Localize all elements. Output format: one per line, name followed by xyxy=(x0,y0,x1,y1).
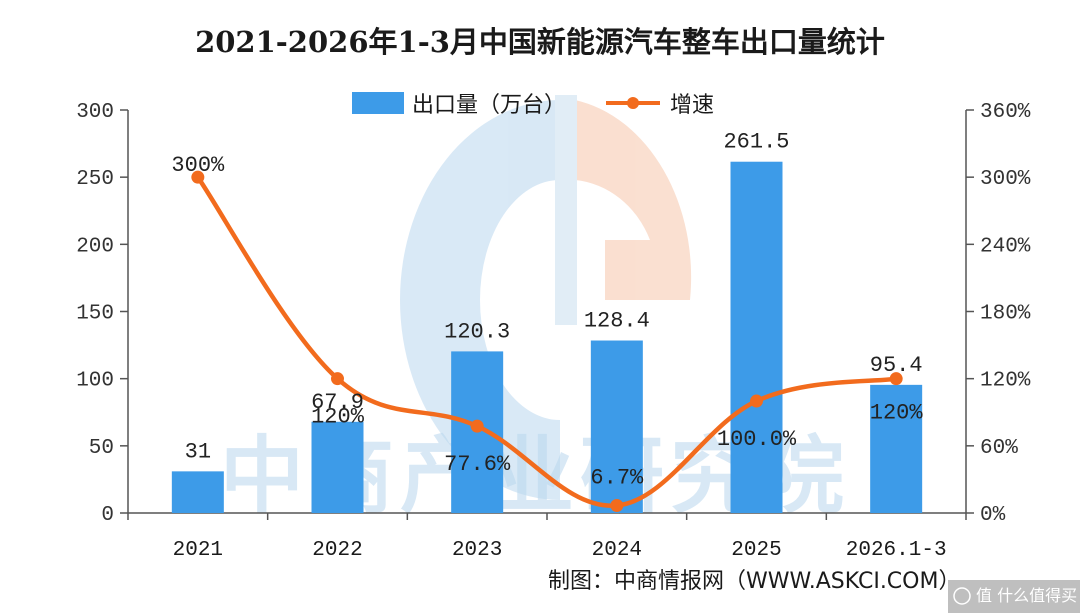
right-tick-label: 240% xyxy=(980,235,1031,258)
chart-title: 2021-2026年1-3月中国新能源汽车整车出口量统计 xyxy=(195,25,885,59)
legend-bar-swatch xyxy=(352,92,404,114)
bar xyxy=(311,421,364,513)
line-point xyxy=(750,394,763,408)
left-axis-ticks: 0 50 100 150 200 250 300 xyxy=(76,101,128,527)
line-data-labels: 300% 120% 77.6% 6.7% 100.0% 120% xyxy=(171,153,923,490)
left-tick-label: 300 xyxy=(76,101,114,124)
line-point xyxy=(889,372,903,386)
right-tick-label: 120% xyxy=(980,370,1031,393)
bar-data-labels: 31 67.9 120.3 128.4 261.5 95.4 xyxy=(185,130,923,465)
watermark-logo-right xyxy=(575,100,692,300)
line-value-label: 300% xyxy=(171,153,225,178)
source-text: 制图：中商情报网（WWW.ASKCI.COM） xyxy=(548,569,960,594)
left-tick-label: 250 xyxy=(76,168,114,191)
watermark-logo xyxy=(400,95,692,500)
line-value-label: 120% xyxy=(870,401,924,426)
left-tick-label: 100 xyxy=(76,370,114,393)
bar-value-label: 120.3 xyxy=(444,319,510,344)
right-tick-label: 300% xyxy=(980,168,1031,191)
right-tick-label: 180% xyxy=(980,303,1031,326)
line-value-label: 77.6% xyxy=(444,452,511,477)
x-tick-label: 2026.1-3 xyxy=(846,539,947,562)
x-axis-ticks: 2021 2022 2023 2024 2025 2026.1-3 xyxy=(127,513,967,562)
right-tick-label: 0% xyxy=(980,504,1006,527)
watermark-logo-left xyxy=(400,100,560,500)
x-tick-label: 2021 xyxy=(173,539,223,562)
x-tick-label: 2024 xyxy=(592,539,642,562)
line-series xyxy=(191,170,903,512)
bar-value-label: 31 xyxy=(185,439,211,464)
bar-value-label: 95.4 xyxy=(870,353,923,378)
x-tick-label: 2022 xyxy=(312,539,362,562)
smzdm-icon xyxy=(953,587,971,605)
legend-line-marker xyxy=(627,97,639,109)
line-value-label: 100.0% xyxy=(717,427,797,452)
line-point xyxy=(610,498,624,512)
watermark-logo-bar xyxy=(555,95,577,325)
right-tick-label: 60% xyxy=(980,437,1018,460)
right-tick-label: 360% xyxy=(980,101,1031,124)
x-tick-label: 2023 xyxy=(452,539,502,562)
bar-value-label: 261.5 xyxy=(723,130,789,155)
bar-series xyxy=(171,161,923,514)
bar-value-label: 128.4 xyxy=(584,309,650,334)
bar xyxy=(590,340,643,513)
line-value-label: 120% xyxy=(311,405,365,430)
x-tick-label: 2025 xyxy=(731,539,781,562)
left-tick-label: 150 xyxy=(76,303,114,326)
right-axis-ticks: 0% 60% 120% 180% 240% 300% 360% xyxy=(966,101,1031,527)
bar xyxy=(870,384,923,513)
legend-bar-label: 出口量（万台） xyxy=(412,93,566,118)
line-point xyxy=(191,170,205,184)
line-value-label: 6.7% xyxy=(590,465,644,490)
legend: 出口量（万台） 增速 xyxy=(352,92,714,118)
bar xyxy=(171,471,224,513)
left-tick-label: 0 xyxy=(101,504,114,527)
bar xyxy=(730,161,783,514)
corner-badge: 值 什么值得买 xyxy=(948,580,1080,613)
bar-value-label: 67.9 xyxy=(311,390,364,415)
left-tick-label: 50 xyxy=(89,437,114,460)
growth-line xyxy=(195,175,897,508)
left-tick-label: 200 xyxy=(76,235,114,258)
line-point xyxy=(470,419,484,433)
line-point xyxy=(331,372,344,386)
corner-badge-text: 值 什么值得买 xyxy=(976,586,1077,605)
legend-line-label: 增速 xyxy=(670,93,714,118)
